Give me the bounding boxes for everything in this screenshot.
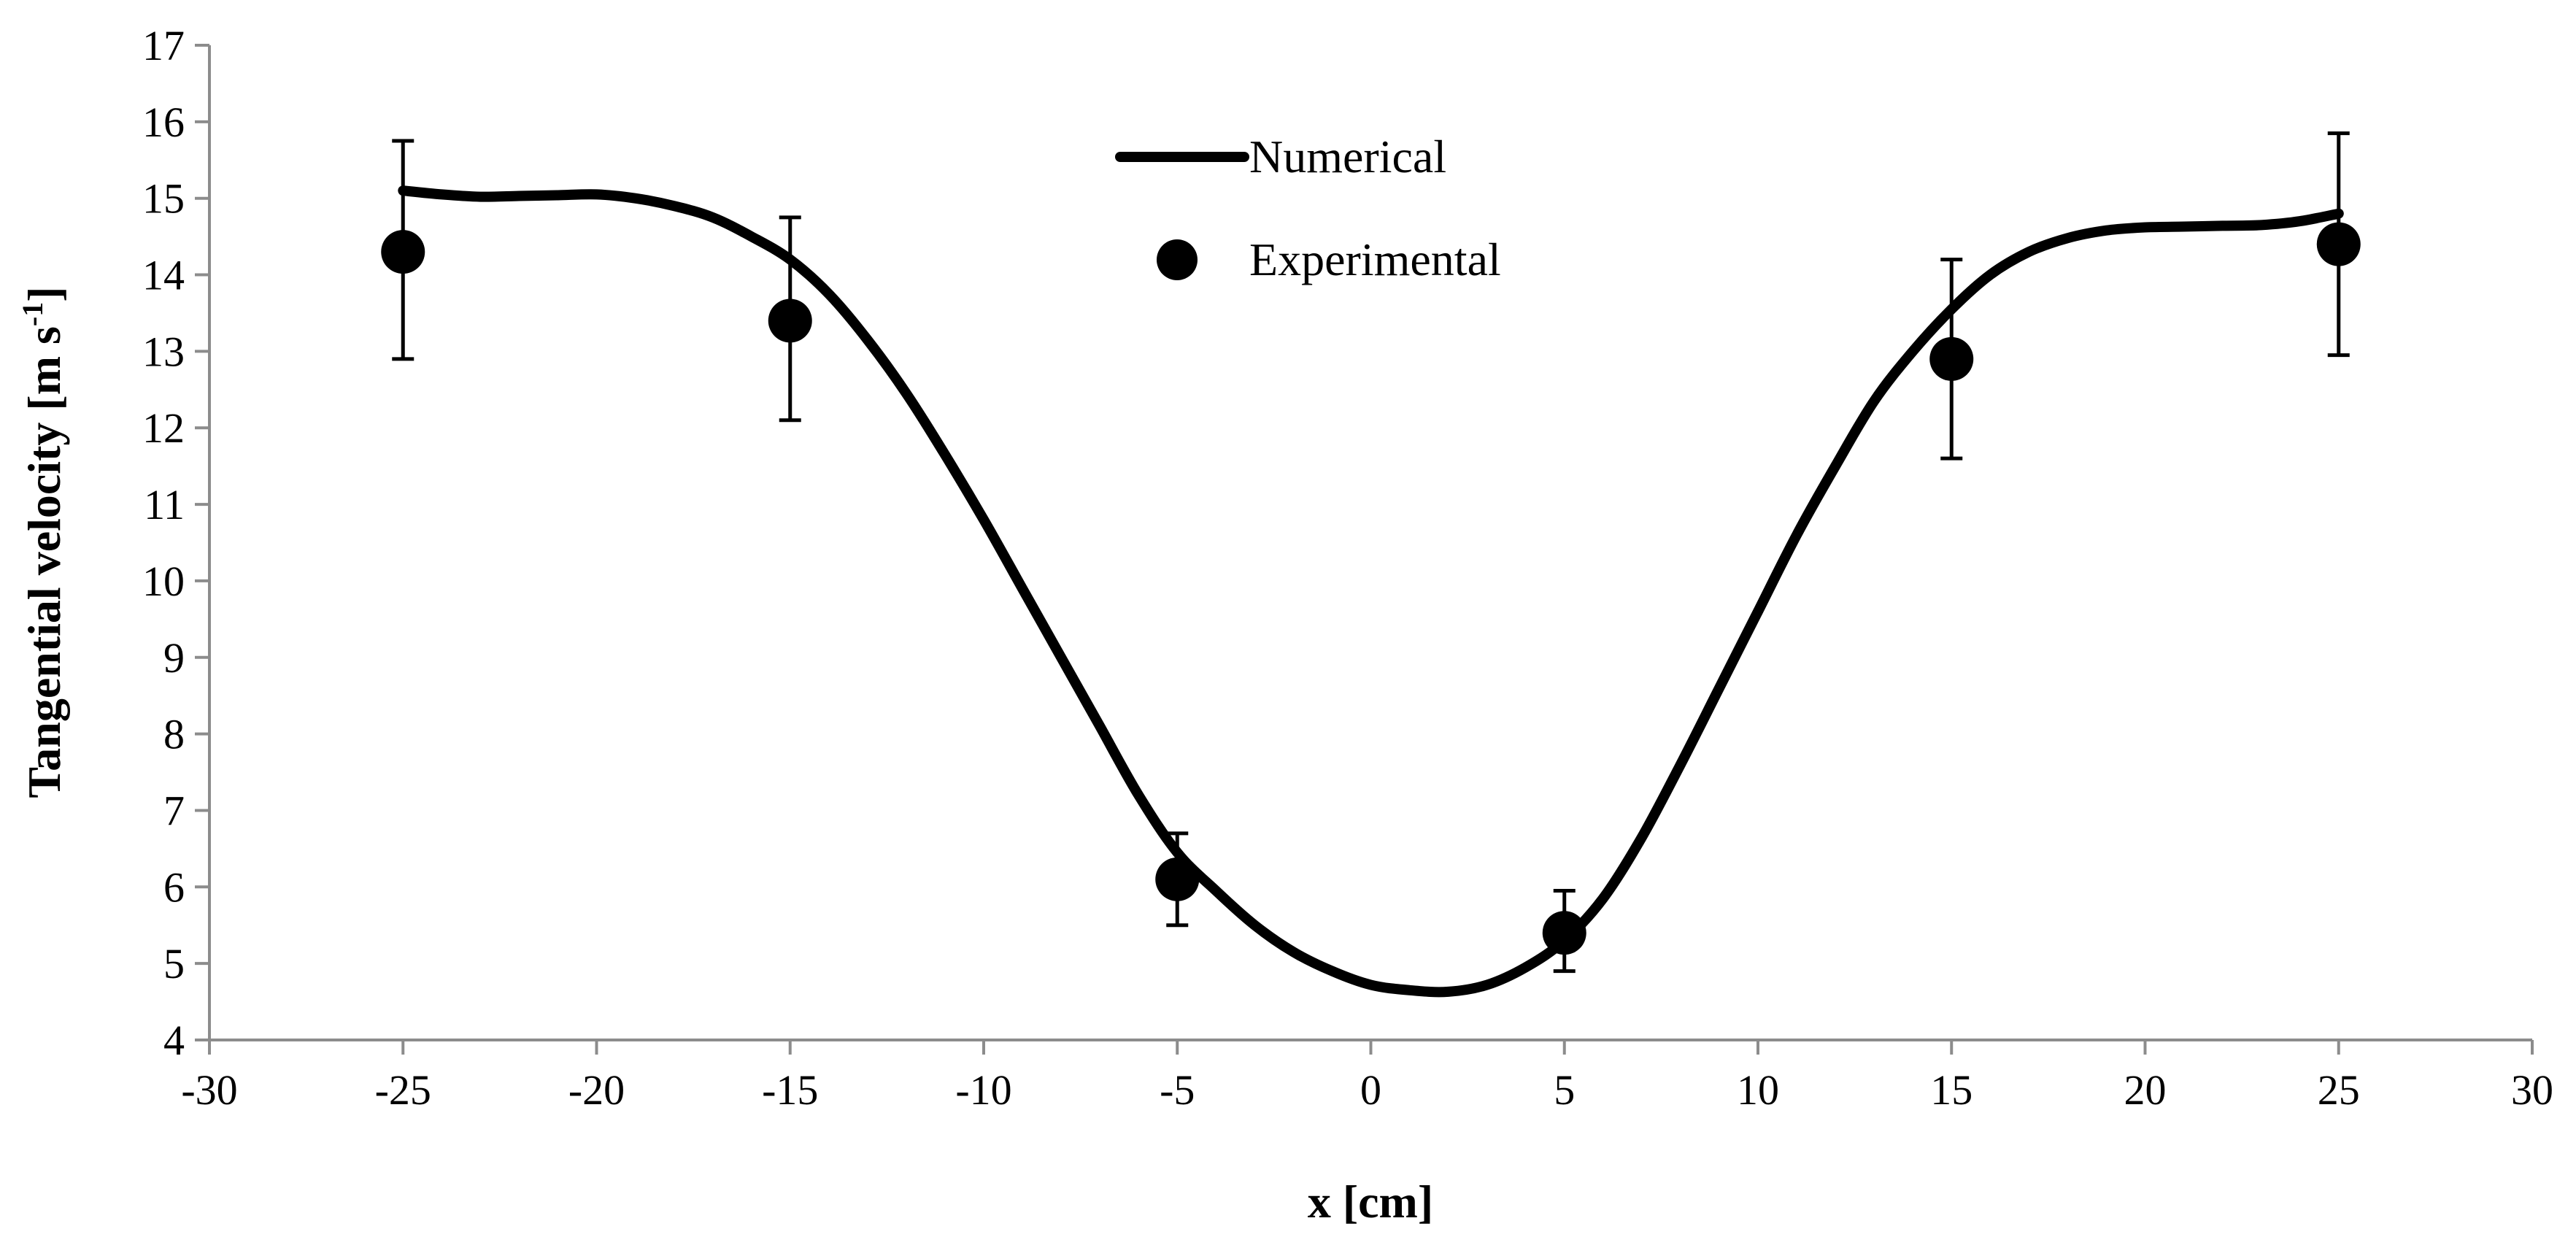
- y-axis-title: Tangential velocity [m s-1]: [16, 286, 70, 798]
- numerical-series-line: [398, 185, 2344, 998]
- x-tick-label: 25: [2318, 1066, 2360, 1114]
- x-tick-label: -15: [762, 1066, 818, 1114]
- x-tick-label: -25: [375, 1066, 431, 1114]
- y-tick-label: 12: [142, 404, 185, 452]
- y-tick-label: 14: [142, 252, 185, 299]
- x-axis-title: x [cm]: [1308, 1176, 1433, 1228]
- x-tick-label: 10: [1737, 1066, 1779, 1114]
- experimental-point: [1542, 911, 1586, 955]
- legend-experimental-label: Experimental: [1249, 234, 1501, 285]
- experimental-point: [2316, 222, 2361, 266]
- legend-experimental-marker: [1157, 239, 1198, 280]
- legend-numerical-label: Numerical: [1249, 131, 1446, 182]
- x-tick-label: -10: [955, 1066, 1011, 1114]
- experimental-point: [1929, 336, 1974, 381]
- y-ticks: [195, 44, 209, 1041]
- legend: Numerical Experimental: [1115, 131, 1501, 285]
- y-tick-label: 13: [142, 328, 185, 375]
- y-tick-label: 5: [163, 940, 185, 987]
- y-tick-label: 17: [142, 22, 185, 69]
- x-tick-label: -20: [568, 1066, 625, 1114]
- y-tick-label: 6: [163, 863, 185, 911]
- y-axis-title-end: ]: [18, 286, 70, 301]
- x-tick-label: 5: [1554, 1066, 1575, 1114]
- experimental-point: [1155, 857, 1200, 901]
- experimental-point: [768, 298, 812, 343]
- y-tick-label: 11: [144, 481, 185, 528]
- y-tick-label: 7: [163, 787, 185, 834]
- y-tick-label: 15: [142, 175, 185, 223]
- experimental-point: [381, 230, 425, 274]
- x-tick-label: -30: [181, 1066, 237, 1114]
- x-ticks: [208, 1040, 2534, 1055]
- y-axis-title-sup: -1: [16, 302, 49, 326]
- y-tick-label: 8: [163, 711, 185, 758]
- x-tick-labels: -30 -25 -20 -15 -10 -5 0 5 10 15 20 25 30: [181, 1066, 2553, 1114]
- y-tick-label: 10: [142, 558, 185, 605]
- x-tick-label: 15: [1930, 1066, 1973, 1114]
- y-tick-label: 4: [163, 1017, 185, 1064]
- x-tick-label: 20: [2124, 1066, 2167, 1114]
- x-tick-label: 30: [2511, 1066, 2553, 1114]
- y-axis-title-main: Tangential velocity [m s: [18, 326, 70, 798]
- plot-area: -30 -25 -20 -15 -10 -5 0 5 10 15 20 25 30 4 5 6 7 8 9 10 11…: [142, 22, 2553, 1114]
- y-tick-label: 16: [142, 99, 185, 146]
- y-tick-labels: 4 5 6 7 8 9 10 11 12 13 14 15 16 17: [142, 22, 185, 1064]
- x-tick-label: 0: [1360, 1066, 1381, 1114]
- y-tick-label: 9: [163, 634, 185, 682]
- x-tick-label: -5: [1160, 1066, 1195, 1114]
- experimental-points: [381, 222, 2361, 955]
